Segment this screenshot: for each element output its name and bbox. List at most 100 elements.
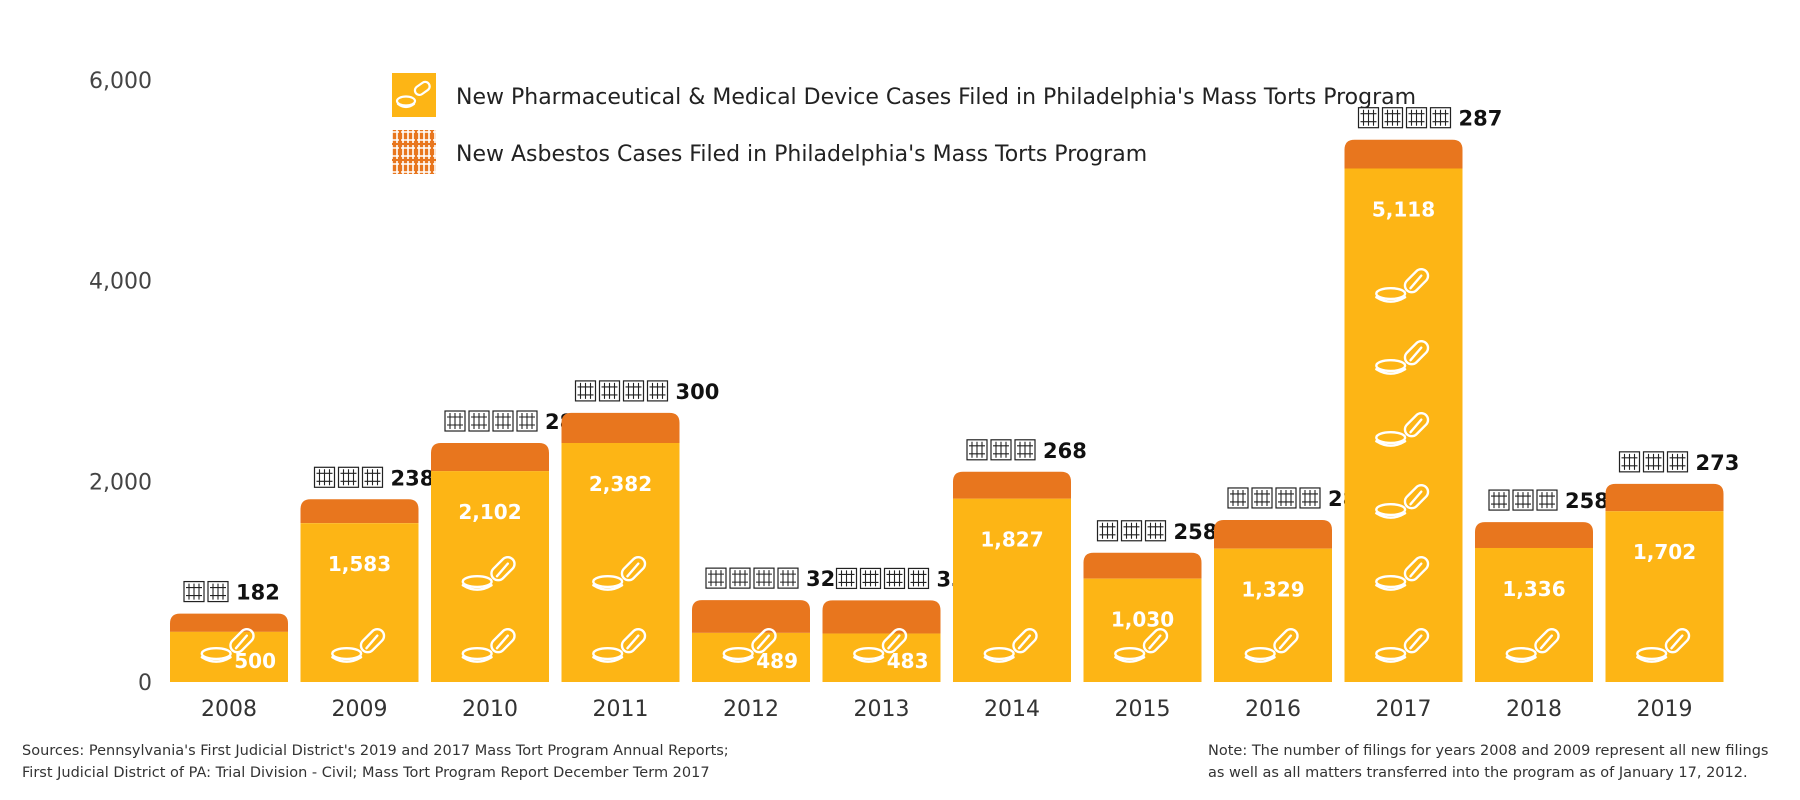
bars: 5001821,5832382,1022802,3823004893274833… (170, 107, 1739, 682)
bar-pharma (953, 498, 1071, 682)
x-tick-label: 2011 (593, 697, 649, 722)
asbestos-icon (574, 380, 669, 402)
y-tick-label: 6,000 (89, 69, 152, 94)
legend-label-asbestos: New Asbestos Cases Filed in Philadelphia… (456, 142, 1147, 167)
x-tick-label: 2015 (1115, 697, 1171, 722)
value-label-asbestos: 268 (1043, 439, 1087, 463)
x-tick-label: 2014 (984, 697, 1040, 722)
bar-pharma (1344, 168, 1463, 682)
value-label-asbestos: 273 (1696, 451, 1740, 475)
pill-icon (331, 627, 386, 663)
value-label-pharma: 1,030 (1111, 608, 1174, 632)
stacked-bar-chart: New Pharmaceutical & Medical Device Case… (89, 69, 1739, 722)
value-label-asbestos: 258 (1174, 520, 1218, 544)
pill-icon (461, 627, 516, 663)
x-tick-label: 2013 (854, 697, 910, 722)
filings-note: Note: The number of filings for years 20… (1208, 740, 1768, 784)
bar-asbestos (561, 412, 680, 444)
sources-note: Sources: Pennsylvania's First Judicial D… (22, 740, 729, 784)
y-tick-label: 4,000 (89, 270, 152, 295)
value-label-pharma: 2,382 (589, 472, 652, 496)
value-label-pharma: 1,827 (980, 528, 1043, 552)
value-label-pharma: 1,336 (1502, 577, 1565, 601)
asbestos-icon (1488, 489, 1558, 511)
bar-pharma (1214, 548, 1332, 682)
pill-icon (200, 627, 255, 663)
bar-pharma (561, 443, 680, 682)
asbestos-icon (1618, 451, 1689, 473)
pill-icon (722, 627, 777, 663)
value-label-pharma: 483 (887, 649, 929, 673)
bar-asbestos (1605, 483, 1724, 512)
x-tick-label: 2010 (462, 697, 518, 722)
legend: New Pharmaceutical & Medical Device Case… (392, 73, 1416, 174)
value-label-asbestos: 258 (1565, 489, 1609, 513)
pill-icon (592, 555, 647, 591)
value-label-pharma: 1,583 (328, 552, 391, 576)
value-label-pharma: 2,102 (458, 500, 521, 524)
pill-icon (461, 555, 516, 591)
bar-pharma (1475, 547, 1593, 682)
pill-icon (1636, 627, 1691, 663)
pill-icon (1114, 627, 1169, 663)
value-label-asbestos: 287 (1459, 107, 1503, 131)
bar-asbestos (431, 443, 549, 472)
sources-line-2: First Judicial District of PA: Trial Div… (22, 765, 710, 781)
pill-icon (1375, 627, 1430, 663)
bar-asbestos (1214, 519, 1332, 549)
bar-asbestos (953, 471, 1071, 499)
legend-item-asbestos: New Asbestos Cases Filed in Philadelphia… (392, 130, 1147, 174)
bar-asbestos (822, 600, 941, 634)
pill-icon (1375, 555, 1430, 591)
legend-label-pharma: New Pharmaceutical & Medical Device Case… (456, 85, 1416, 110)
pill-icon (1244, 627, 1299, 663)
x-tick-label: 2009 (332, 697, 388, 722)
y-tick-label: 0 (138, 671, 152, 696)
note-line-2: as well as all matters transferred into … (1208, 765, 1748, 781)
x-tick-label: 2018 (1506, 697, 1562, 722)
asbestos-icon (1227, 487, 1321, 509)
note-line-1: Note: The number of filings for years 20… (1208, 743, 1769, 759)
bar-pharma (1083, 578, 1202, 682)
asbestos-icon (1096, 520, 1167, 542)
pill-icon (1505, 627, 1560, 663)
value-label-pharma: 500 (234, 649, 276, 673)
bar-asbestos (300, 499, 419, 524)
pill-icon (592, 627, 647, 663)
value-label-asbestos: 182 (236, 581, 280, 605)
asbestos-icon (835, 567, 930, 590)
x-tick-label: 2012 (723, 697, 779, 722)
pill-icon (853, 627, 908, 663)
x-tick-label: 2008 (201, 697, 257, 722)
bar-asbestos (170, 613, 288, 632)
sources-line-1: Sources: Pennsylvania's First Judicial D… (22, 743, 729, 759)
x-axis: 2008 2009 2010 2011 2012 2013 2014 2015 2016 2017… (201, 697, 1693, 722)
asbestos-icon (313, 466, 384, 488)
y-tick-label: 2,000 (89, 470, 152, 495)
value-label-asbestos: 238 (391, 466, 435, 490)
pill-icon (983, 627, 1038, 663)
value-label-pharma: 1,702 (1633, 540, 1696, 564)
value-label-pharma: 489 (756, 649, 798, 673)
x-tick-label: 2019 (1637, 697, 1693, 722)
pill-icon (1375, 483, 1430, 519)
pill-icon (392, 73, 436, 117)
value-label-asbestos: 300 (676, 380, 720, 404)
bar-asbestos (1344, 139, 1463, 169)
asbestos-icon (705, 567, 799, 589)
bar-pharma (1605, 511, 1724, 682)
bar-asbestos (1083, 552, 1202, 579)
asbestos-icon (392, 130, 436, 174)
y-axis: 0 2,000 4,000 6,000 (89, 69, 152, 696)
asbestos-icon (966, 439, 1036, 461)
bar-pharma (431, 471, 549, 682)
bar-asbestos (692, 600, 810, 633)
asbestos-icon (444, 410, 538, 432)
value-label-pharma: 5,118 (1372, 197, 1435, 221)
pill-glyph (395, 80, 431, 109)
asbestos-icon (183, 580, 229, 603)
x-tick-label: 2016 (1245, 697, 1301, 722)
value-label-pharma: 1,329 (1241, 578, 1304, 602)
pill-icon (1375, 339, 1430, 375)
bar-asbestos (1475, 522, 1593, 548)
